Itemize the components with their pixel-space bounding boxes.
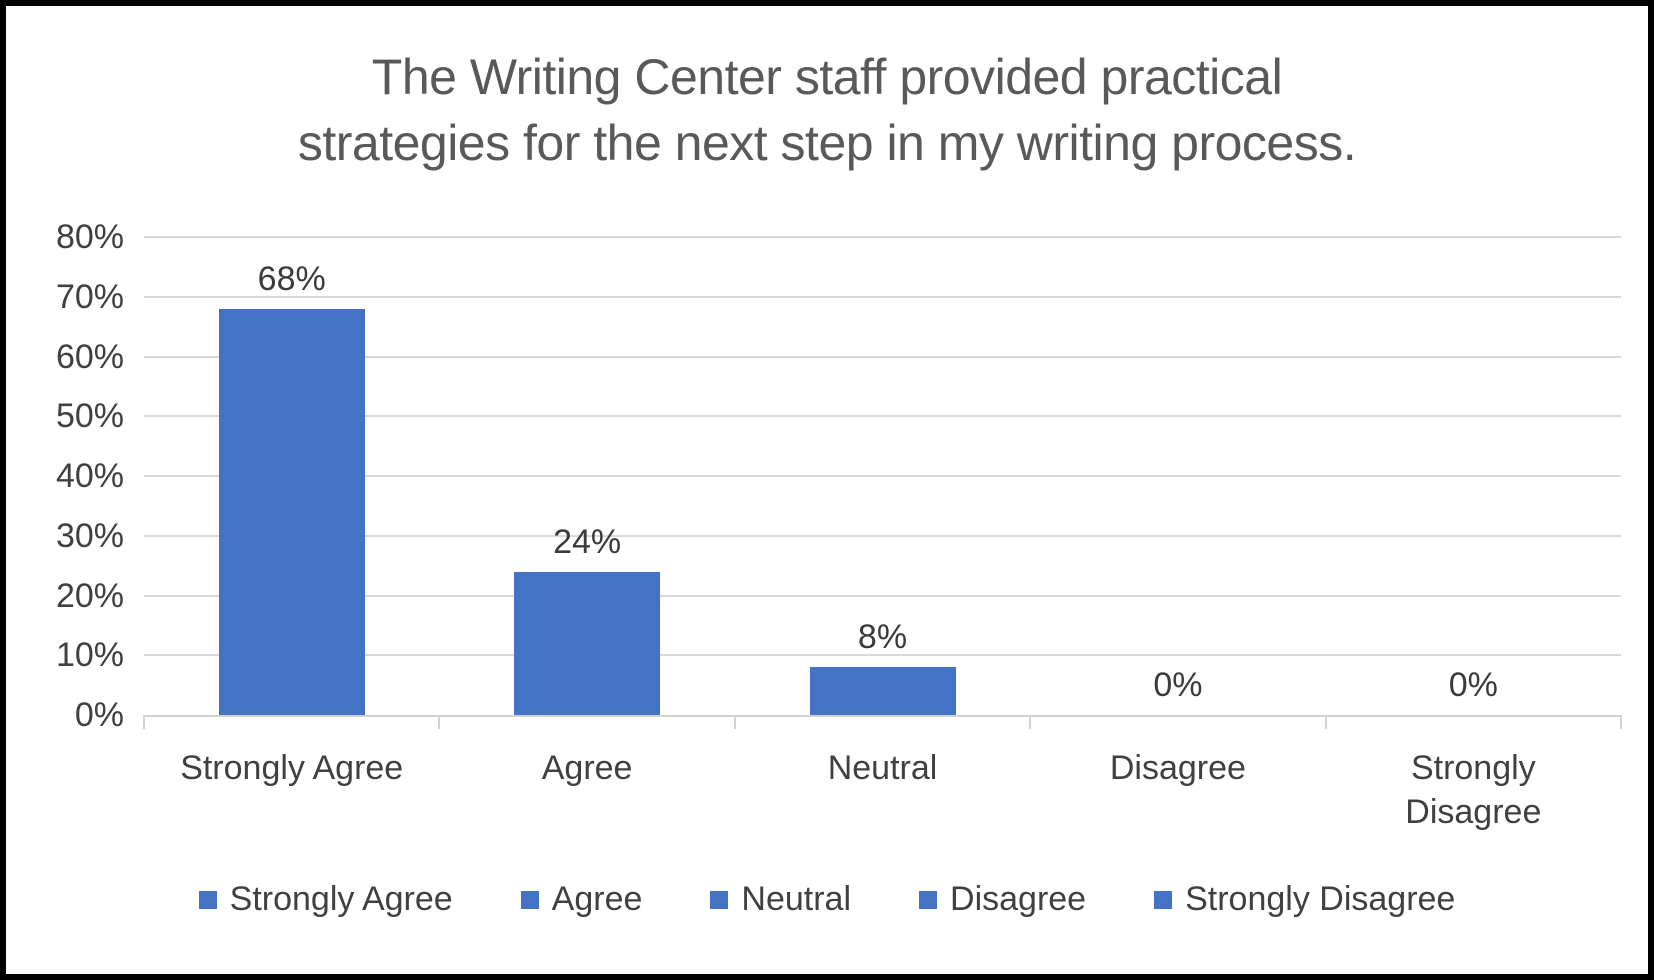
legend-label: Strongly Disagree bbox=[1185, 880, 1456, 918]
data-label: 68% bbox=[257, 259, 326, 298]
x-category-label-text: Neutral bbox=[827, 749, 938, 787]
data-label: 0% bbox=[1448, 666, 1498, 704]
x-category-label: Strongly Agree bbox=[144, 746, 439, 834]
gridline bbox=[144, 654, 1621, 657]
chart-title-line-2: strategies for the next step in my writi… bbox=[297, 115, 1357, 171]
legend-label: Disagree bbox=[950, 880, 1087, 918]
x-category-label: Strongly Disagree bbox=[1326, 746, 1621, 834]
x-axis-tick bbox=[143, 715, 145, 729]
gridline bbox=[144, 295, 1621, 298]
legend-label: Agree bbox=[551, 880, 643, 918]
legend-label: Strongly Agree bbox=[229, 880, 453, 918]
legend-marker-icon bbox=[198, 890, 217, 909]
data-label: 0% bbox=[1153, 666, 1203, 704]
legend-item: Strongly Disagree bbox=[1154, 880, 1455, 919]
bar bbox=[514, 571, 661, 715]
x-axis-tick bbox=[438, 715, 441, 729]
x-axis-tick bbox=[733, 715, 736, 729]
legend-marker-icon bbox=[919, 890, 938, 909]
x-axis-tick bbox=[1324, 715, 1327, 729]
gridline bbox=[144, 594, 1621, 597]
x-category-label-text: Agree bbox=[541, 749, 633, 787]
gridline bbox=[144, 475, 1621, 477]
y-tick-label: 60% bbox=[55, 337, 124, 376]
legend-marker-icon bbox=[1154, 890, 1173, 909]
gridline bbox=[144, 236, 1621, 238]
bar bbox=[218, 308, 365, 715]
x-category-label-text: Strongly Agree bbox=[180, 749, 404, 787]
chart-title: The Writing Center staff provided practi… bbox=[6, 44, 1648, 176]
legend-item: Neutral bbox=[710, 880, 851, 919]
legend: Strongly Agree Agree Neutral Disagree Strong… bbox=[6, 880, 1648, 919]
x-axis-tick bbox=[1029, 715, 1032, 729]
x-category-label-text: Strongly Disagree bbox=[1405, 749, 1542, 831]
legend-marker-icon bbox=[710, 890, 729, 909]
bar bbox=[809, 667, 956, 715]
y-tick-label: 10% bbox=[55, 636, 124, 675]
legend-marker-icon bbox=[520, 890, 539, 909]
x-category-label: Disagree bbox=[1030, 746, 1325, 834]
y-tick-label: 70% bbox=[55, 277, 124, 316]
y-tick-label: 30% bbox=[55, 516, 124, 555]
data-label: 24% bbox=[553, 522, 622, 561]
x-axis-line bbox=[144, 715, 1621, 717]
x-category-label-text: Disagree bbox=[1109, 749, 1246, 787]
x-axis-labels: Strongly Agree Agree Neutral Disagree Strong… bbox=[144, 746, 1621, 834]
data-label: 8% bbox=[857, 618, 908, 657]
gridline bbox=[144, 415, 1621, 418]
y-tick-label: 0% bbox=[74, 696, 124, 734]
y-tick-label: 40% bbox=[55, 457, 124, 495]
x-category-label: Neutral bbox=[735, 746, 1030, 834]
y-tick-label: 20% bbox=[55, 576, 124, 615]
legend-label: Neutral bbox=[741, 880, 852, 918]
x-axis-tick bbox=[1620, 715, 1622, 729]
y-tick-label: 50% bbox=[55, 397, 124, 436]
legend-item: Strongly Agree bbox=[198, 880, 453, 919]
plot-area: 68% 24% 8% 0% 0% bbox=[143, 236, 1622, 729]
legend-item: Disagree bbox=[919, 880, 1086, 919]
legend-item: Agree bbox=[520, 880, 643, 919]
x-category-label: Agree bbox=[439, 746, 734, 834]
gridline bbox=[144, 534, 1621, 537]
gridline bbox=[144, 355, 1621, 358]
chart-title-line-1: The Writing Center staff provided practi… bbox=[371, 49, 1283, 105]
y-tick-label: 80% bbox=[55, 218, 124, 256]
